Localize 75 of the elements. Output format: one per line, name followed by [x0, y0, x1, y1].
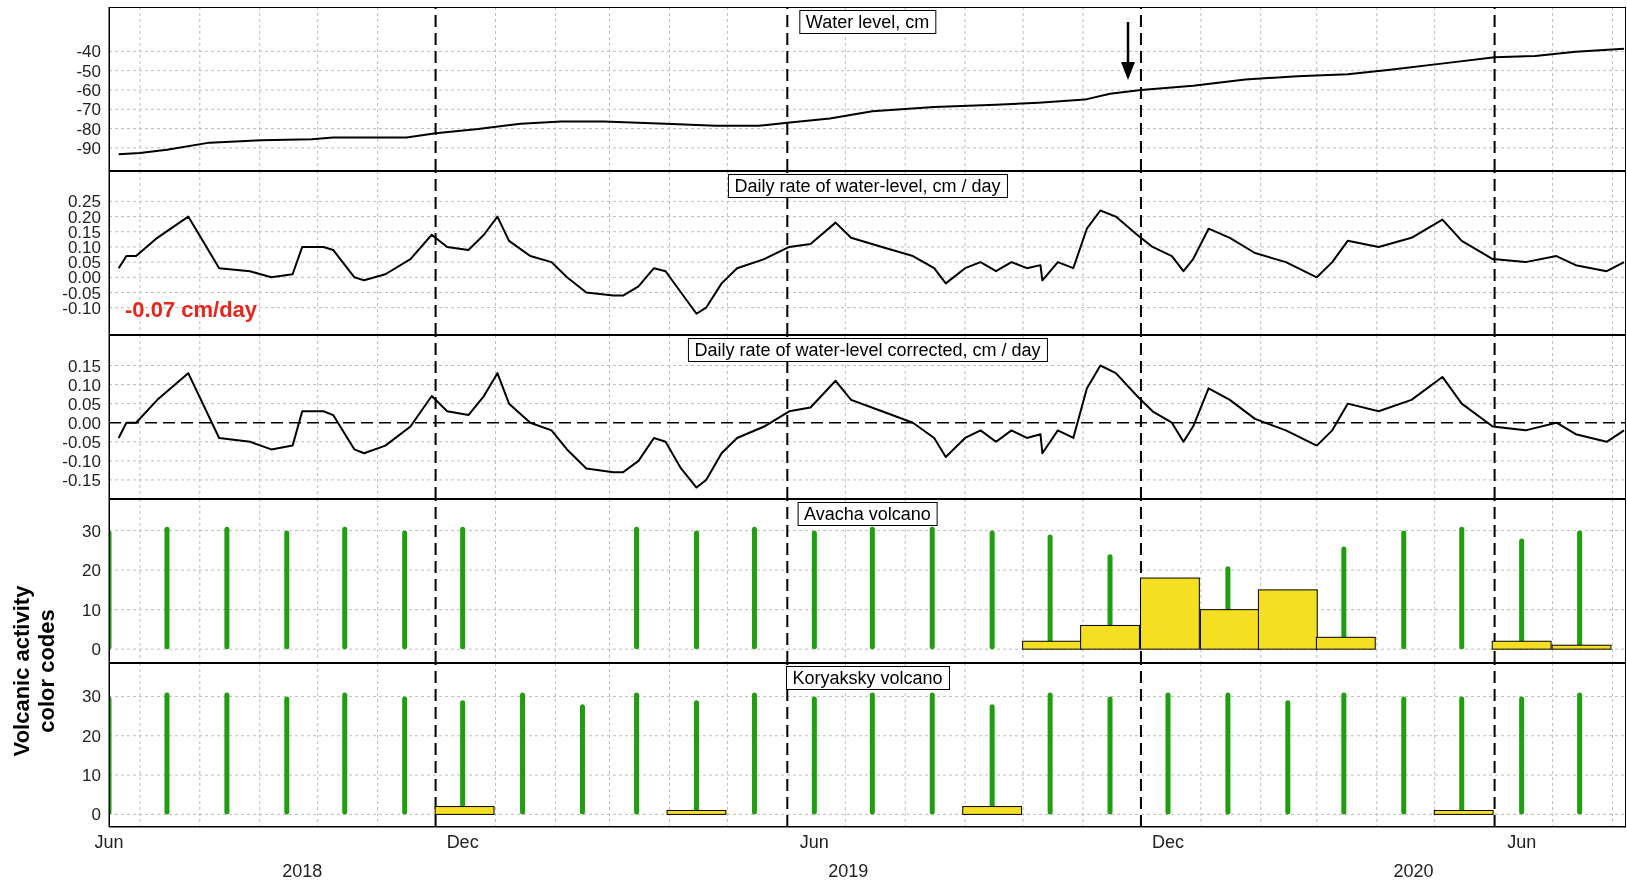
bar [634, 692, 640, 815]
bar [1401, 696, 1407, 815]
bar [342, 692, 348, 815]
y-tick-label: 0.00 [67, 413, 101, 433]
y-tick-label: -60 [76, 81, 101, 100]
bar [1285, 700, 1291, 815]
y-tick-label: 10 [82, 600, 101, 620]
bar [989, 530, 995, 650]
bar [284, 530, 290, 650]
y-tick-label: 20 [82, 726, 101, 746]
bar [751, 692, 757, 815]
bar [634, 526, 640, 650]
bar [869, 526, 875, 650]
y-tick-label: 0.05 [67, 394, 101, 414]
y-tick-label: 10 [82, 766, 101, 786]
bar [1047, 692, 1053, 815]
bar [751, 526, 757, 650]
y-tick-label: 0 [91, 640, 101, 660]
bar [342, 526, 348, 650]
y-tick-label: -0.10 [62, 451, 101, 471]
bar [402, 696, 408, 815]
bar [579, 704, 585, 815]
bar [224, 692, 230, 815]
y-axis-title: Volcanic activity color codes [8, 584, 60, 759]
chart-title: Avacha volcano [797, 502, 938, 526]
bar [929, 526, 935, 650]
bar [1433, 809, 1494, 815]
bar [1459, 526, 1465, 650]
bar [284, 696, 290, 815]
bar [962, 806, 1023, 815]
bar [520, 692, 526, 815]
annotation: -0.07 cm/day [125, 297, 258, 323]
bar [1225, 692, 1231, 815]
bar [1107, 696, 1113, 815]
y-tick-label: 0.10 [67, 375, 101, 395]
bar [869, 692, 875, 815]
bar [164, 692, 170, 815]
chart-title: Koryaksky volcano [785, 666, 950, 690]
y-tick-label: 30 [82, 521, 101, 541]
bar [1401, 530, 1407, 650]
y-tick-label: -0.15 [62, 470, 101, 490]
bar [693, 530, 699, 650]
y-tick-label: 20 [82, 561, 101, 581]
x-tick-label: Jun [94, 831, 124, 852]
x-tick-label: Dec [446, 831, 479, 852]
chart-title: Daily rate of water-level, cm / day [727, 174, 1008, 198]
bar [811, 530, 817, 650]
y-tick-label: 30 [82, 687, 101, 707]
bar [164, 526, 170, 650]
bar [666, 809, 727, 815]
chart-title: Daily rate of water-level corrected, cm / day [687, 338, 1048, 362]
bar [224, 526, 230, 650]
x-tick-label: Jun [1507, 831, 1537, 852]
y-tick-label: -90 [76, 138, 101, 158]
bar [1341, 692, 1347, 815]
y-tick-label: -80 [76, 119, 101, 139]
x-tick-label: Dec [1151, 831, 1185, 852]
y-tick-label: -70 [76, 100, 101, 120]
y-tick-label: -40 [76, 42, 101, 62]
y-tick-label: -0.05 [62, 432, 101, 452]
text: 2018 [282, 861, 323, 882]
chart-title: Water level, cm [798, 10, 937, 34]
y-tick-label: -50 [76, 61, 101, 81]
y-tick-label: 0 [91, 805, 101, 825]
bar [811, 696, 817, 815]
x-tick-label: Jun [799, 831, 829, 852]
text: 2020 [1393, 861, 1434, 882]
bar [1577, 692, 1583, 815]
y-tick-label: 0.15 [67, 356, 101, 376]
bar [402, 530, 408, 650]
bar [929, 692, 935, 815]
bar [460, 526, 466, 650]
text: 2019 [828, 861, 869, 882]
bar [1519, 696, 1525, 815]
bar [1165, 692, 1171, 815]
